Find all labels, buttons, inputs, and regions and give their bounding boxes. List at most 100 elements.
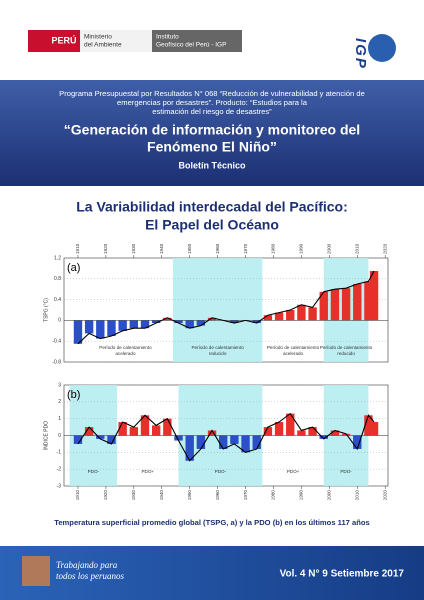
y-tick-label: -2 <box>57 466 62 472</box>
bar <box>286 413 295 436</box>
bar <box>140 320 150 329</box>
x-tick-label: 2000 <box>327 490 332 501</box>
bar <box>107 435 116 444</box>
x-tick-label: 1990 <box>299 243 304 254</box>
bar <box>196 320 206 326</box>
bar <box>274 422 284 436</box>
x-tick-label: 1950 <box>187 243 192 254</box>
bar <box>369 271 379 321</box>
bar <box>341 288 351 321</box>
x-tick-label: 2020 <box>382 243 387 254</box>
y-tick-label: 0 <box>58 318 61 324</box>
x-tick-label: 2020 <box>382 490 387 501</box>
x-tick-label: 2000 <box>327 243 332 254</box>
bar <box>297 304 306 321</box>
period-label: PDO- <box>88 469 100 474</box>
bar <box>369 422 379 436</box>
bar <box>118 422 127 436</box>
bar <box>330 430 340 436</box>
period-shade <box>172 258 263 362</box>
logo: IGP <box>352 38 369 70</box>
y-axis-label: ÍNDICE PDO <box>42 421 49 450</box>
period-label: PDO- <box>340 469 352 474</box>
bar <box>230 320 239 323</box>
bar <box>241 435 250 453</box>
x-tick-label: 1990 <box>299 490 304 501</box>
trend-line <box>77 270 375 345</box>
bar <box>263 315 273 321</box>
y-tick-label: -1 <box>57 450 62 456</box>
emblem <box>28 30 48 52</box>
x-tick-label: 1940 <box>159 490 164 501</box>
y-tick-label: -0.4 <box>52 339 61 345</box>
bar <box>185 320 194 329</box>
bar <box>319 435 328 439</box>
title: “Generación de información y monitoreo d… <box>64 122 360 138</box>
bar <box>207 317 217 321</box>
bar <box>274 312 284 321</box>
bar <box>364 281 373 321</box>
x-tick-label: 1910 <box>75 243 80 254</box>
y-tick-label: -0.8 <box>52 359 61 365</box>
y-tick-label: 1.2 <box>54 255 61 261</box>
bar <box>96 435 105 439</box>
period-label: PDO+ <box>287 469 300 474</box>
bar <box>174 320 183 323</box>
period-label: reducido <box>209 351 227 356</box>
slogan: Trabajando para <box>56 560 118 570</box>
bar <box>174 435 183 441</box>
institute: Geofísico del Perú - IGP <box>156 42 226 49</box>
y-axis-label: TSPG (°C) <box>43 298 49 322</box>
bar <box>107 320 116 336</box>
bar <box>129 320 139 329</box>
footer <box>0 546 424 600</box>
y-tick-label: -3 <box>57 483 62 489</box>
x-tick-label: 1930 <box>131 490 136 501</box>
slogan: todos los peruanos <box>56 571 125 581</box>
bar <box>230 435 239 444</box>
period-label: acelerado <box>283 351 304 356</box>
y-tick-label: 2 <box>58 399 61 405</box>
panel-label: (b) <box>67 389 80 401</box>
y-tick-label: 0 <box>58 433 61 439</box>
x-tick-label: 1970 <box>243 243 248 254</box>
bar <box>286 310 295 321</box>
bar <box>73 435 83 444</box>
ministry: Ministerio <box>84 34 112 41</box>
period-label: Período de calentamiento <box>191 345 244 350</box>
bar <box>219 435 228 449</box>
bar <box>73 320 83 344</box>
bar <box>151 425 161 436</box>
issue: Vol. 4 N° 9 Setiembre 2017 <box>280 569 405 580</box>
subtitle: Boletín Técnico <box>178 160 246 170</box>
x-tick-label: 1920 <box>103 243 108 254</box>
caption: Temperatura superficial promedio global … <box>54 518 370 527</box>
x-tick-label: 1950 <box>187 490 192 501</box>
photo <box>22 556 50 586</box>
bar <box>252 320 261 323</box>
bar <box>308 307 317 321</box>
y-tick-label: 1 <box>58 416 61 422</box>
logo-globe <box>368 34 396 62</box>
trend-line <box>77 412 375 462</box>
bar <box>96 320 105 339</box>
x-tick-label: 1980 <box>271 243 276 254</box>
bar <box>207 430 217 436</box>
x-tick-label: 2010 <box>354 243 359 254</box>
bar <box>185 435 194 461</box>
article-title: La Variabilidad interdecadal del Pacífic… <box>76 199 348 215</box>
x-tick-label: 1910 <box>75 490 80 501</box>
x-tick-label: 1920 <box>103 490 108 501</box>
ministry: del Ambiente <box>84 42 122 49</box>
period-label: Período de calentamiento <box>320 345 373 350</box>
program: Programa Presupuestal por Resultados N° … <box>59 89 365 98</box>
period-label: Período de calentamiento <box>267 345 320 350</box>
bar <box>129 427 139 436</box>
bar <box>84 320 94 334</box>
bar <box>163 418 172 436</box>
institute: Instituto <box>156 34 179 41</box>
period-label: PDO+ <box>141 469 154 474</box>
bar <box>364 415 373 436</box>
bar <box>297 430 306 436</box>
y-tick-label: 0.4 <box>54 297 61 303</box>
